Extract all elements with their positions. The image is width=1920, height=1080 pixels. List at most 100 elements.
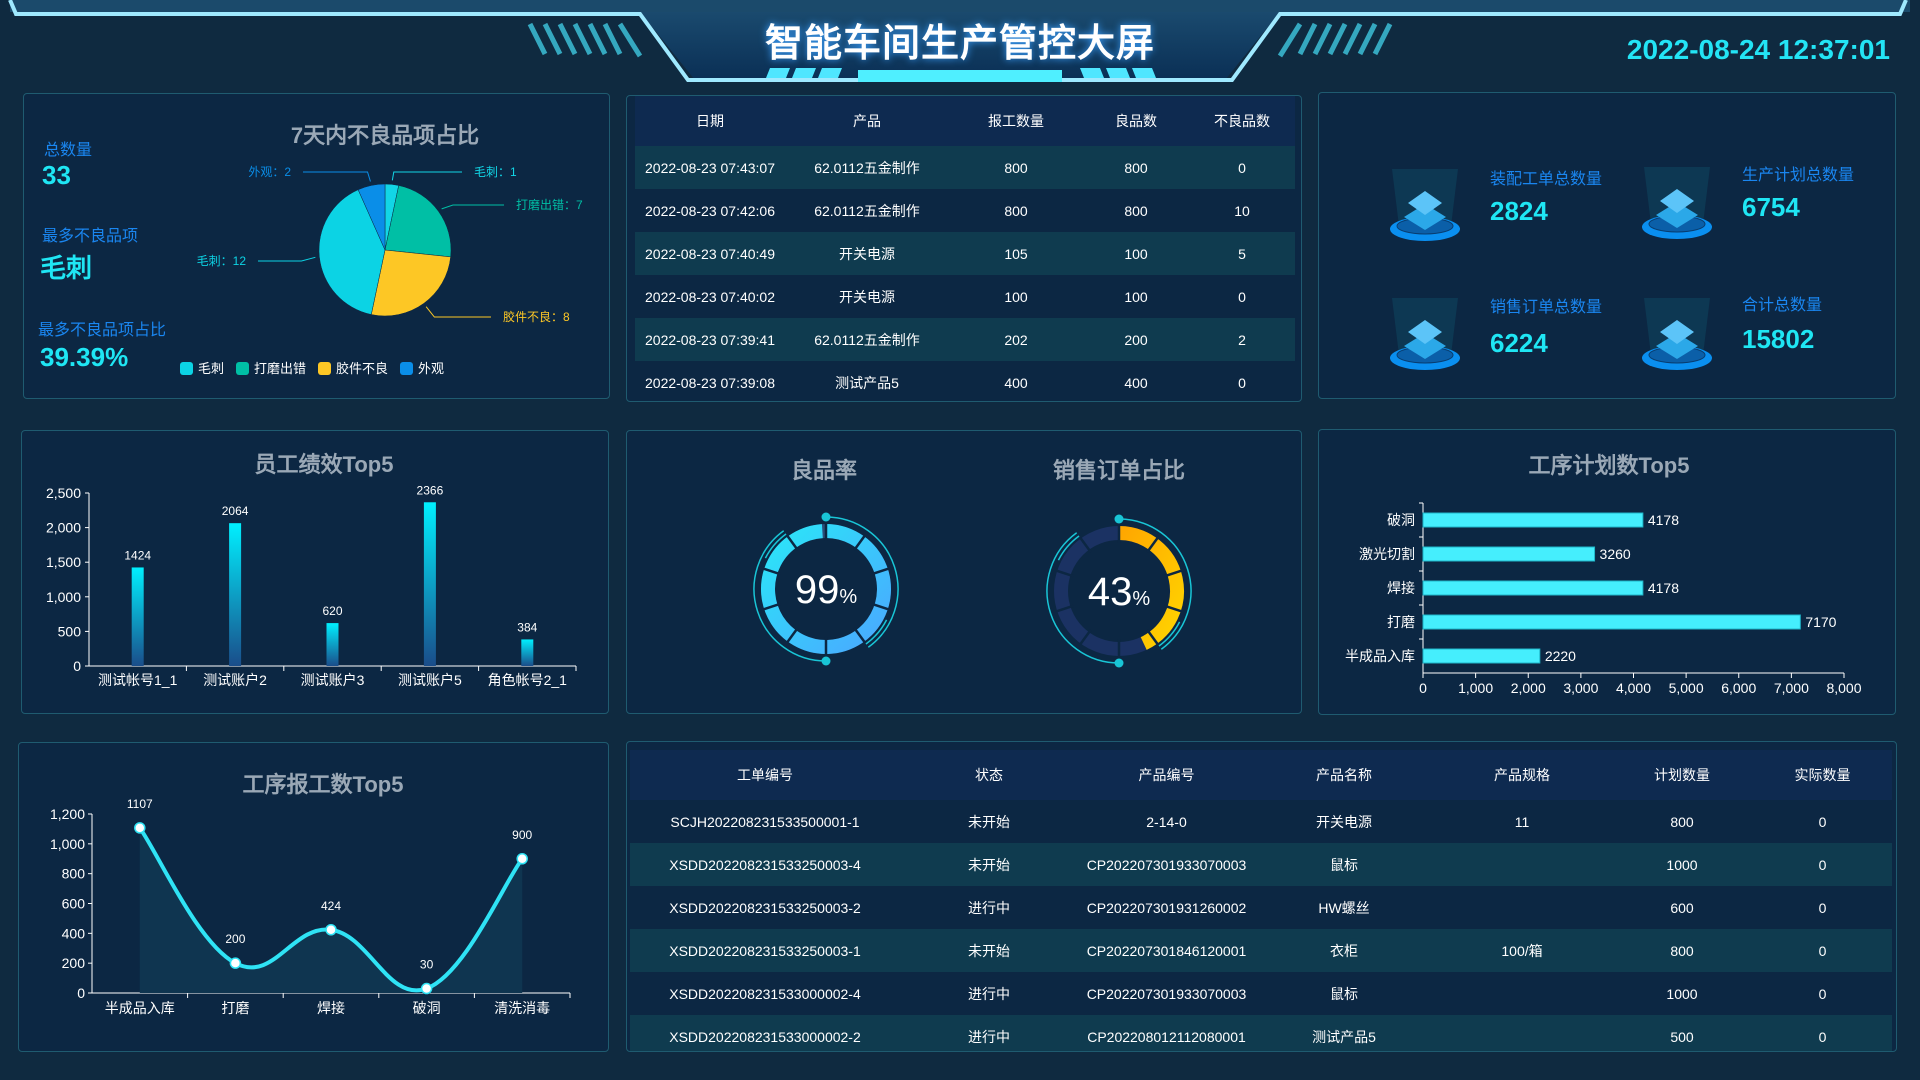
gauge-divider — [871, 602, 890, 611]
gauge-value: 43% — [1088, 570, 1151, 614]
total-value: 33 — [42, 160, 71, 190]
x-tick-label: 测试账户5 — [398, 672, 462, 688]
column-header: 报工数量 — [988, 113, 1044, 129]
table-row: SCJH202208231533500001-1 未开始 2-14-0 开关电源 11 8… — [630, 800, 1892, 843]
pie-label-line — [425, 306, 491, 318]
process-report-line-chart: 0 200 400 600 800 1,000 1,200 半成品入库 打磨 焊接 破洞 清洗消毒 11… — [50, 797, 571, 1016]
x-tick-label: 8,000 — [1826, 680, 1861, 696]
table-cell: XSDD202208231533250003-1 — [669, 942, 861, 959]
table-cell: 衣柜 — [1330, 942, 1358, 959]
table-cell: CP202208012112080001 — [1087, 1028, 1246, 1045]
line-point — [134, 822, 146, 834]
layers-icon — [1390, 169, 1460, 241]
pie-label: 外观：2 — [248, 165, 291, 179]
pie-label: 毛刺：1 — [474, 165, 517, 179]
datetime-display: 2022-08-24 12:37:01 — [1626, 34, 1890, 65]
y-tick-label: 焊接 — [1387, 580, 1415, 596]
table-cell: 100 — [1124, 288, 1148, 305]
bar-chart-title: 员工绩效Top5 — [254, 452, 394, 477]
bar-value-label: 1424 — [124, 548, 151, 562]
x-tick-label: 角色帐号2_1 — [488, 672, 568, 688]
table-cell: 0 — [1818, 1028, 1827, 1045]
table-cell: 0 — [1818, 985, 1827, 1002]
table-cell: 0 — [1238, 374, 1246, 391]
report-table-panel: 日期 产品 报工数量 良品数 不良品数 2022-08-23 07:43:07 62.011… — [626, 95, 1302, 402]
defect-ratio-panel: 总数量 33 最多不良品项 毛刺 最多不良品项占比 39.39% 7天内不良品项… — [23, 93, 610, 399]
legend-item: 打磨出错 — [236, 358, 306, 377]
table-cell: 600 — [1670, 899, 1694, 916]
table-row: XSDD202208231533000002-2 进行中 CP20220801211… — [630, 1015, 1892, 1051]
legend-swatch — [400, 362, 414, 375]
legend-item: 毛刺 — [180, 358, 224, 377]
gauge-divider — [762, 567, 781, 576]
top-defect-value: 毛刺 — [40, 253, 93, 283]
y-tick-label: 半成品入库 — [1345, 648, 1415, 664]
y-tick-label: 0 — [73, 658, 81, 674]
point-value-label: 30 — [420, 958, 434, 972]
table-cell — [1433, 843, 1611, 886]
x-tick-label: 7,000 — [1774, 680, 1809, 696]
gauge-value-arc — [1118, 526, 1184, 650]
gauge-divider — [1079, 536, 1092, 553]
x-tick-label: 0 — [1419, 680, 1427, 696]
bar-value-label: 2064 — [222, 504, 249, 518]
table-cell: 未开始 — [968, 813, 1010, 830]
bar — [1422, 648, 1541, 664]
icon-layer — [1404, 333, 1446, 359]
x-tick-label: 半成品入库 — [105, 1000, 175, 1016]
table-cell: 5 — [1238, 245, 1246, 262]
pie-slice — [384, 185, 452, 258]
gauge-dot — [821, 512, 831, 522]
stat-value: 6224 — [1490, 328, 1548, 358]
gauge-divider — [853, 627, 866, 644]
table-cell: 测试产品5 — [1312, 1028, 1376, 1045]
legend-label: 外观 — [418, 361, 445, 376]
point-value-label: 424 — [321, 899, 341, 913]
x-tick-label: 测试账户3 — [301, 672, 365, 688]
table-row: XSDD202208231533250003-1 未开始 CP20220730184… — [630, 929, 1892, 972]
gauge-panel: 良品率 销售订单占比 99% 43% — [626, 430, 1302, 714]
stat-label: 销售订单总数量 — [1490, 299, 1603, 316]
gauge-divider — [786, 534, 799, 551]
table-cell: 800 — [1004, 159, 1028, 176]
table-cell: 2-14-0 — [1146, 813, 1187, 830]
x-tick-label: 测试账户2 — [203, 672, 267, 688]
table-row: 2022-08-23 07:39:41 62.0112五金制作 202 200 2 — [635, 318, 1295, 361]
table-row: XSDD202208231533250003-4 未开始 CP20220730193… — [630, 843, 1892, 886]
table-cell: 鼠标 — [1330, 985, 1358, 1002]
column-header: 工单编号 — [737, 767, 793, 783]
report-table: 日期 产品 报工数量 良品数 不良品数 2022-08-23 07:43:07 62.011… — [635, 96, 1295, 401]
table-cell: 10 — [1234, 202, 1250, 219]
column-header: 实际数量 — [1794, 767, 1851, 783]
table-cell — [1433, 972, 1611, 1015]
table-cell: 0 — [1238, 288, 1246, 305]
stat-value: 6754 — [1742, 192, 1800, 222]
pie-label: 毛刺：12 — [197, 254, 247, 268]
pie-slice — [357, 183, 386, 251]
legend-swatch — [180, 362, 193, 375]
pie-slice — [318, 189, 386, 315]
table-cell — [1433, 886, 1611, 929]
table-row: XSDD202208231533250003-2 进行中 CP20220730193… — [630, 886, 1892, 929]
table-cell: 62.0112五金制作 — [814, 159, 920, 176]
bar-value-label: 4178 — [1648, 580, 1679, 596]
icon-layer — [1660, 320, 1694, 344]
pie-label: 胶件不良：8 — [503, 309, 570, 324]
table-cell: 0 — [1818, 856, 1827, 873]
x-tick-label: 清洗消毒 — [494, 1000, 550, 1016]
gauge-divider — [762, 602, 781, 611]
point-value-label: 200 — [225, 932, 245, 946]
process-plan-bar-chart: 0 1,000 2,000 3,000 4,000 5,000 6,000 7,000 8,00… — [1345, 502, 1862, 696]
icon-layer — [1660, 189, 1694, 213]
legend-swatch — [318, 362, 332, 375]
icon-layer — [1404, 204, 1446, 230]
x-tick-label: 1,000 — [1458, 680, 1493, 696]
gauge-dot — [1114, 658, 1124, 668]
column-header: 产品规格 — [1494, 767, 1550, 783]
gauge-outer-arc — [1118, 518, 1192, 650]
table-cell: 400 — [1124, 374, 1148, 391]
gauge-divider — [853, 534, 866, 551]
gauge-outer-arc — [1158, 621, 1181, 647]
y-tick-label: 600 — [62, 896, 86, 912]
layers-icon — [1642, 167, 1712, 239]
